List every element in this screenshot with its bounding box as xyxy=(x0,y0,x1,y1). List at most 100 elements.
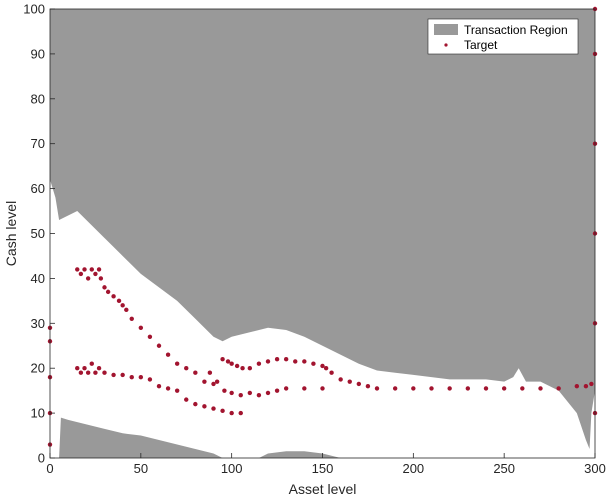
x-tick-label: 150 xyxy=(312,461,334,476)
target-point-4 xyxy=(89,267,94,272)
target-point-17 xyxy=(156,343,162,348)
y-axis-ticks: 0 10 20 30 40 50 60 70 80 90 100 xyxy=(23,2,55,466)
target-point-26 xyxy=(229,361,234,366)
y-tick-label: 70 xyxy=(31,136,45,151)
target-point-24 xyxy=(220,357,225,362)
target-point-44 xyxy=(93,370,98,375)
target-point-13 xyxy=(124,307,129,313)
transaction-region-group xyxy=(50,9,595,458)
target-point-67 xyxy=(329,370,334,375)
target-point-2 xyxy=(82,267,87,272)
target-point-84 xyxy=(583,383,589,389)
transaction-region-lower-2 xyxy=(258,451,341,458)
legend-swatch-transaction-region xyxy=(434,24,458,35)
target-point-15 xyxy=(138,325,144,330)
target-point-92 xyxy=(238,410,243,416)
target-point-9 xyxy=(105,289,111,295)
target-point-20 xyxy=(184,366,189,371)
target-point-29 xyxy=(247,366,253,371)
target-point-47 xyxy=(111,372,116,378)
target-point-18 xyxy=(165,352,171,357)
target-point-73 xyxy=(392,386,398,391)
target-point-81 xyxy=(538,386,543,391)
target-point-53 xyxy=(165,386,171,391)
legend: Transaction Region Target xyxy=(427,18,579,55)
target-point-49 xyxy=(129,374,134,380)
y-tick-label: 20 xyxy=(31,361,45,376)
target-point-34 xyxy=(293,359,298,364)
legend-label-transaction-region: Transaction Region xyxy=(464,23,568,37)
y-tick-label: 10 xyxy=(31,406,45,421)
x-tick-label: 50 xyxy=(134,461,148,476)
x-tick-label: 0 xyxy=(46,461,53,476)
target-point-56 xyxy=(214,379,220,384)
target-point-6 xyxy=(96,267,102,272)
target-point-38 xyxy=(323,366,329,371)
target-point-19 xyxy=(174,361,180,366)
target-point-31 xyxy=(265,359,271,364)
target-point-37 xyxy=(320,363,325,369)
target-point-82 xyxy=(556,386,561,391)
target-point-90 xyxy=(220,408,225,414)
target-point-21 xyxy=(193,370,198,375)
target-point-43 xyxy=(89,361,94,366)
target-point-64 xyxy=(283,386,289,391)
target-point-36 xyxy=(311,361,316,366)
target-point-74 xyxy=(411,386,416,391)
target-point-40 xyxy=(78,370,84,375)
target-point-61 xyxy=(256,392,262,398)
target-point-89 xyxy=(211,406,216,411)
target-point-75 xyxy=(429,386,434,391)
y-tick-label: 90 xyxy=(31,46,45,61)
x-tick-label: 300 xyxy=(584,461,606,476)
target-point-46 xyxy=(102,370,107,375)
target-point-85 xyxy=(589,381,594,387)
target-point-66 xyxy=(320,386,325,391)
target-point-91 xyxy=(229,410,234,416)
target-point-54 xyxy=(174,388,180,393)
target-point-27 xyxy=(234,363,240,369)
target-point-3 xyxy=(85,276,91,281)
target-point-22 xyxy=(202,379,207,384)
target-point-32 xyxy=(274,357,280,362)
x-axis-ticks: 0 50 100 150 200 250 300 xyxy=(46,453,606,476)
target-point-39 xyxy=(75,366,80,371)
target-point-41 xyxy=(82,366,87,371)
target-point-72 xyxy=(374,386,380,391)
target-point-83 xyxy=(574,383,580,389)
target-point-33 xyxy=(283,357,289,362)
target-point-60 xyxy=(247,390,253,396)
target-point-87 xyxy=(193,401,198,407)
target-point-11 xyxy=(116,298,122,304)
target-point-28 xyxy=(240,366,245,371)
y-tick-label: 60 xyxy=(31,181,45,196)
target-point-48 xyxy=(120,372,125,378)
target-point-79 xyxy=(501,386,507,391)
legend-swatch-target xyxy=(444,43,448,47)
x-tick-label: 100 xyxy=(221,461,243,476)
target-point-5 xyxy=(93,271,98,277)
target-point-0 xyxy=(75,267,80,272)
target-point-45 xyxy=(96,366,102,371)
x-tick-label: 200 xyxy=(402,461,424,476)
target-point-1 xyxy=(78,271,84,277)
target-point-55 xyxy=(207,370,213,375)
target-point-58 xyxy=(229,390,234,396)
y-axis-label: Cash level xyxy=(3,201,19,266)
x-axis-label: Asset level xyxy=(289,481,357,497)
target-point-12 xyxy=(120,303,125,308)
target-point-7 xyxy=(98,276,104,281)
target-point-88 xyxy=(202,404,207,409)
y-tick-label: 0 xyxy=(38,451,45,466)
target-point-42 xyxy=(85,370,91,375)
y-tick-label: 30 xyxy=(31,316,45,331)
y-tick-label: 40 xyxy=(31,271,45,286)
target-point-23 xyxy=(211,381,216,387)
target-point-59 xyxy=(238,392,243,398)
target-point-71 xyxy=(365,383,371,389)
target-point-68 xyxy=(338,377,343,382)
target-markers-group xyxy=(47,6,598,447)
target-point-78 xyxy=(483,386,489,391)
target-point-35 xyxy=(302,359,307,364)
